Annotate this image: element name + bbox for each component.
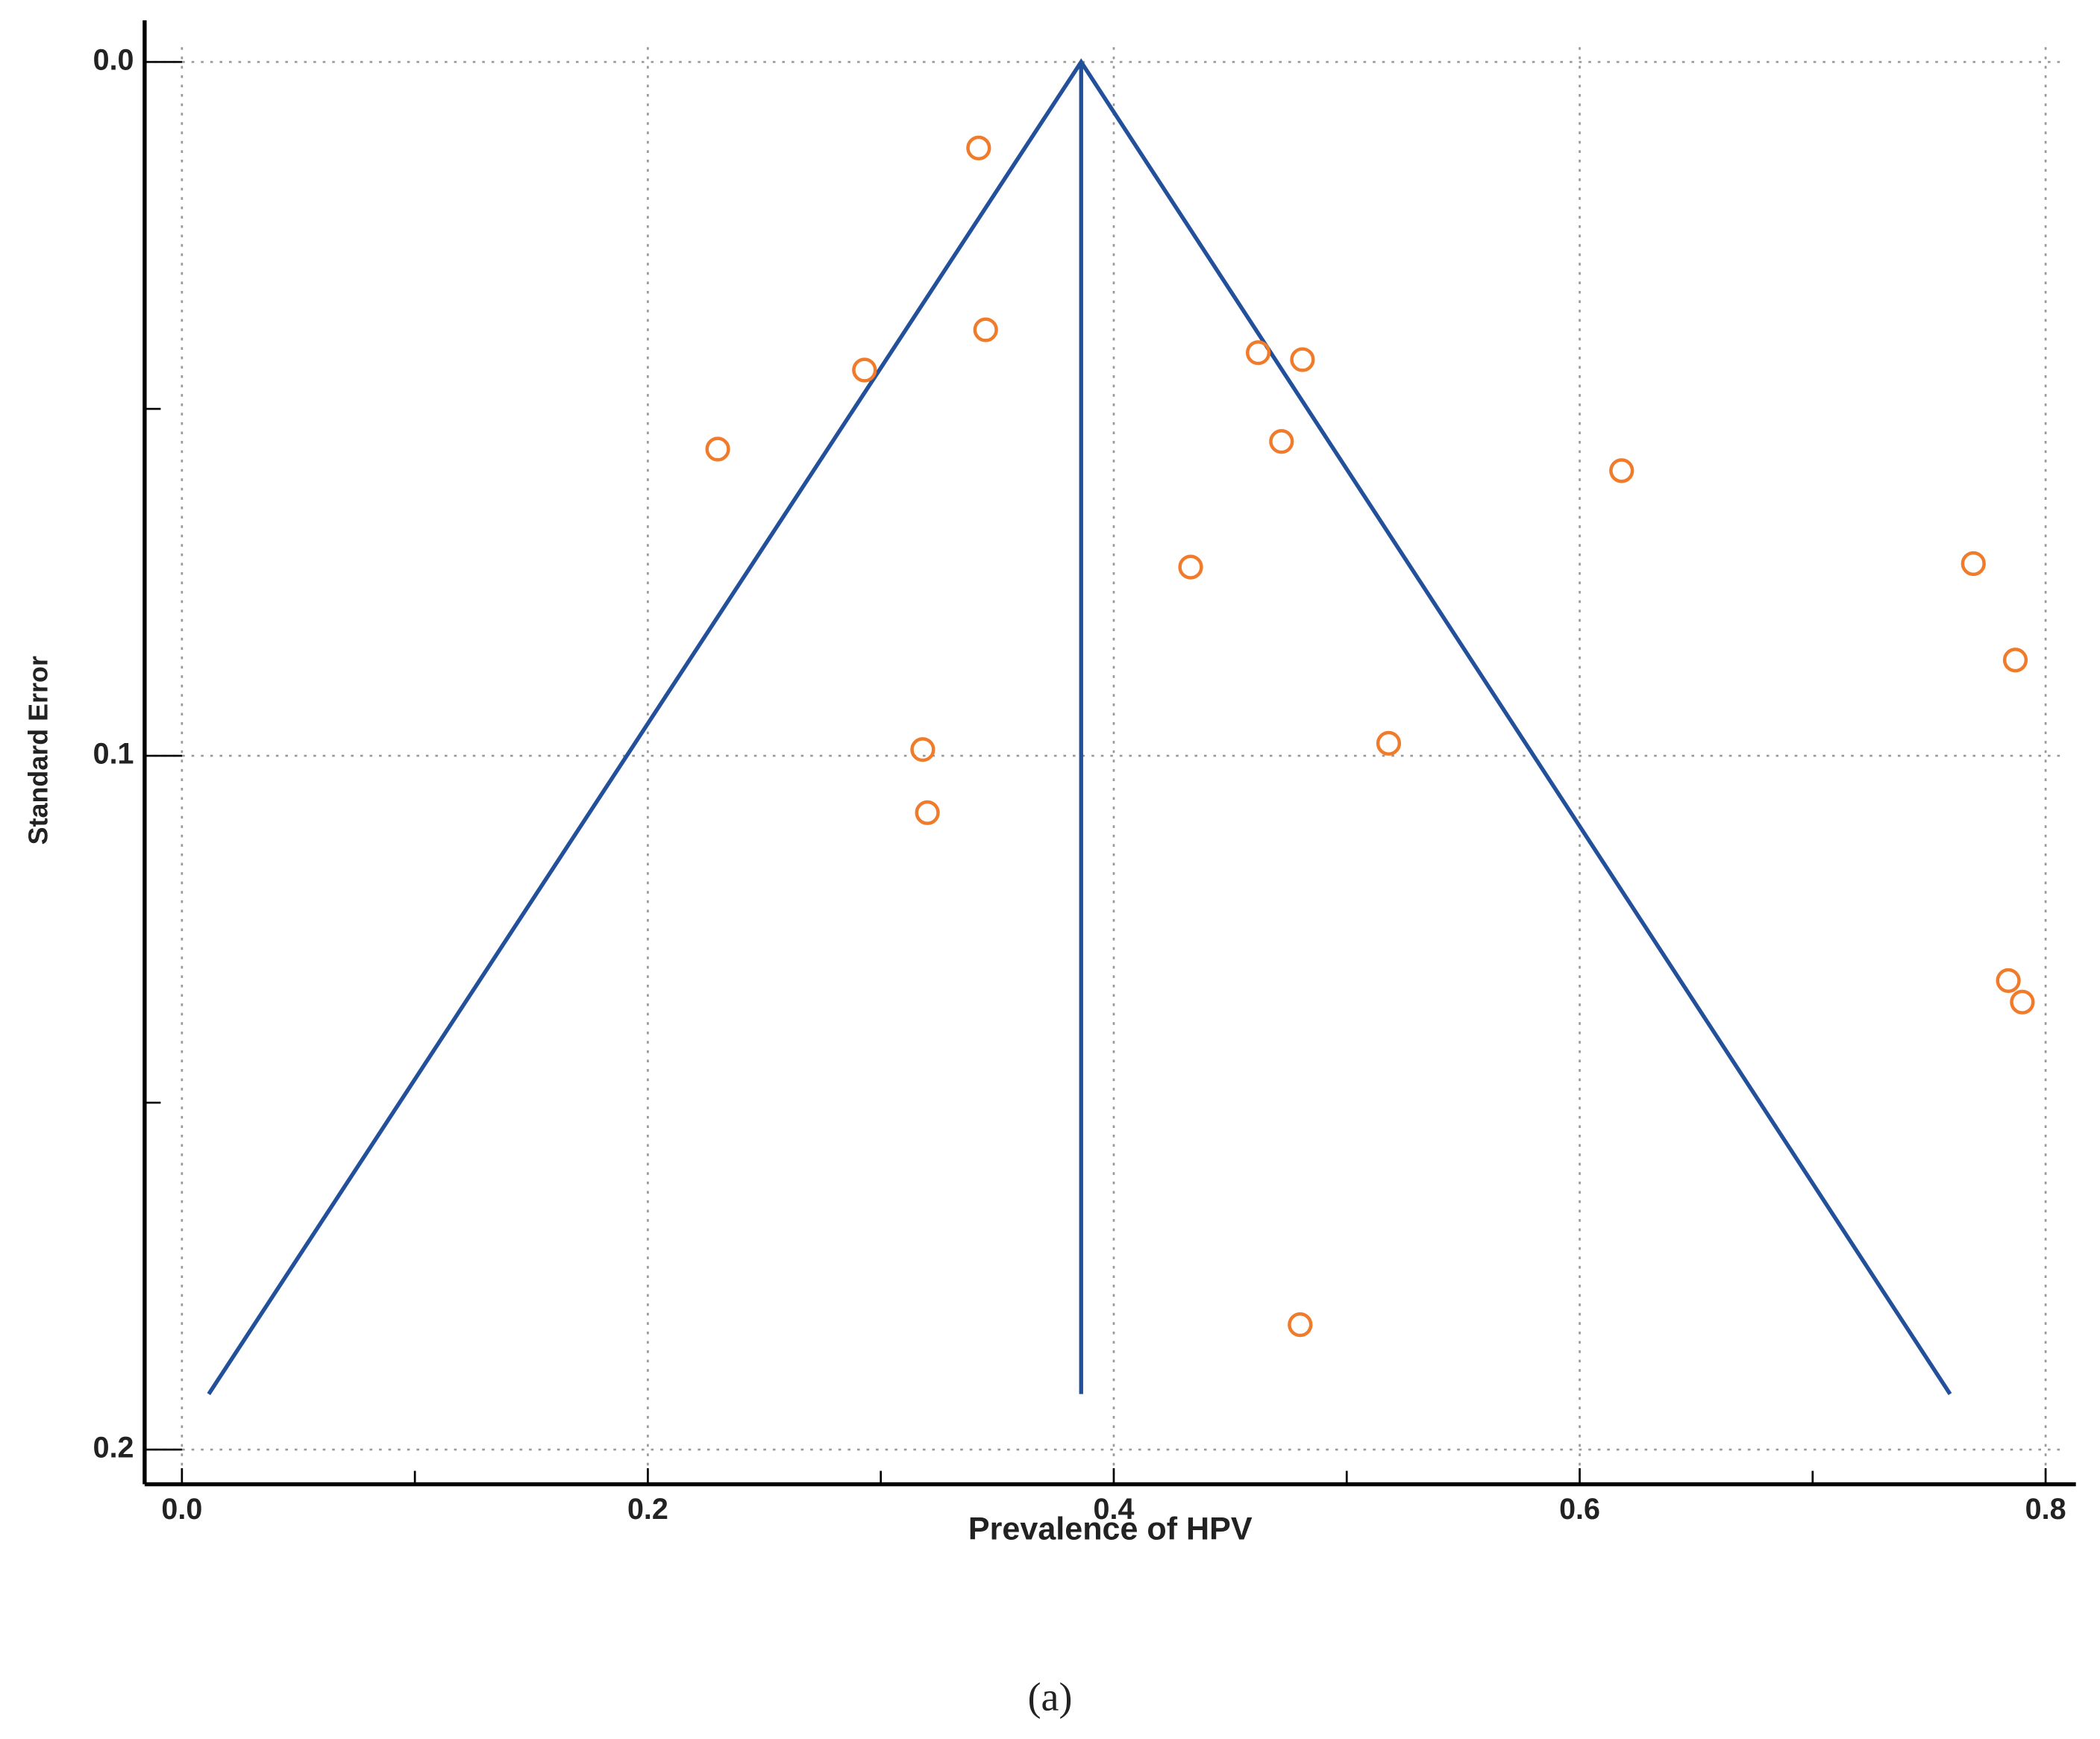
study-point [1245, 340, 1271, 366]
study-point [910, 737, 935, 762]
study-point [2010, 989, 2035, 1015]
study-point [1288, 1312, 1313, 1338]
study-point [1996, 968, 2021, 993]
study-point [1609, 458, 1634, 483]
study-point [705, 436, 730, 462]
y-axis-title: Standard Error [23, 656, 53, 845]
study-point [966, 135, 991, 161]
x-axis-title: Prevalence of HPV [968, 1511, 1253, 1547]
study-point [1269, 429, 1294, 454]
caption: (a) [1028, 1675, 1073, 1720]
x-tick-label: 0.8 [2025, 1493, 2066, 1526]
x-tick-label: 0.2 [627, 1493, 668, 1526]
x-tick-label: 0.6 [1559, 1493, 1600, 1526]
y-tick-label: 0.2 [93, 1431, 134, 1464]
y-tick-label: 0.0 [93, 44, 134, 77]
y-tick-label: 0.1 [93, 738, 134, 771]
study-point [1376, 730, 1402, 756]
study-point [852, 357, 877, 383]
study-point [1178, 554, 1203, 580]
study-point [973, 317, 998, 342]
study-point [915, 800, 940, 825]
x-tick-label: 0.4 [1094, 1493, 1135, 1526]
study-point [2002, 648, 2028, 673]
study-point [1960, 551, 1986, 577]
x-tick-label: 0.0 [161, 1493, 202, 1526]
study-point [1290, 347, 1315, 372]
